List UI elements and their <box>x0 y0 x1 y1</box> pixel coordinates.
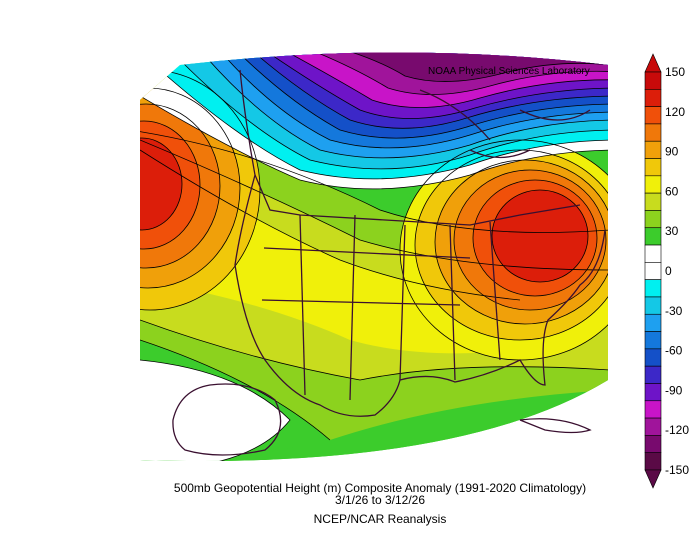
colorbar-tick-label: 30 <box>665 224 679 238</box>
colorbar-swatch <box>644 452 662 471</box>
caption-source: NCEP/NCAR Reanalysis <box>313 512 447 526</box>
colorbar-swatch <box>644 227 662 246</box>
colorbar-tick-label: -120 <box>665 423 689 437</box>
colorbar-tick-label: -90 <box>665 383 683 397</box>
colorbar-swatch <box>644 279 662 298</box>
colorbar-swatch <box>644 123 662 142</box>
colorbar-swatch <box>644 313 662 332</box>
colorbar-tick-label: 120 <box>665 105 685 119</box>
colorbar-swatch <box>644 244 662 263</box>
colorbar-tick-label: 0 <box>665 264 672 278</box>
colorbar-tick-label: -60 <box>665 344 683 358</box>
colorbar: 150 120 90 60 30 0 -30 -60 -90 -120 -150 <box>644 53 689 489</box>
caption-title: 500mb Geopotential Height (m) Composite … <box>173 481 587 495</box>
colorbar-swatch <box>644 89 662 107</box>
colorbar-swatch <box>644 400 662 419</box>
colorbar-swatch <box>644 417 662 436</box>
caption-dates: 3/1/26 to 3/12/26 <box>334 493 426 507</box>
colorbar-swatch <box>644 210 662 229</box>
colorbar-swatch <box>644 192 662 211</box>
colorbar-swatch <box>644 365 662 384</box>
colorbar-tick-label: 90 <box>665 145 679 159</box>
colorbar-swatch <box>644 348 662 367</box>
contour-lines <box>140 52 608 461</box>
colorbar-tick-label: 60 <box>665 184 679 198</box>
colorbar-swatch <box>644 262 662 280</box>
coastlines <box>172 69 606 456</box>
colorbar-swatch <box>644 175 662 194</box>
colorbar-bottom-arrow <box>644 469 662 489</box>
colorbar-swatch <box>644 106 662 125</box>
anomaly-field <box>140 52 608 461</box>
colorbar-top-arrow <box>644 53 662 73</box>
colorbar-swatch <box>644 296 662 315</box>
credit-label: NOAA Physical Sciences Laboratory <box>428 66 590 77</box>
colorbar-swatch <box>644 71 662 90</box>
colorbar-swatch <box>644 383 662 402</box>
colorbar-swatch <box>644 140 662 159</box>
colorbar-tick-label: -150 <box>665 463 689 477</box>
colorbar-swatch <box>644 331 662 350</box>
colorbar-swatch <box>644 158 662 177</box>
colorbar-tick-label: 150 <box>665 65 685 79</box>
colorbar-tick-label: -30 <box>665 304 683 318</box>
colorbar-swatch <box>644 435 662 453</box>
